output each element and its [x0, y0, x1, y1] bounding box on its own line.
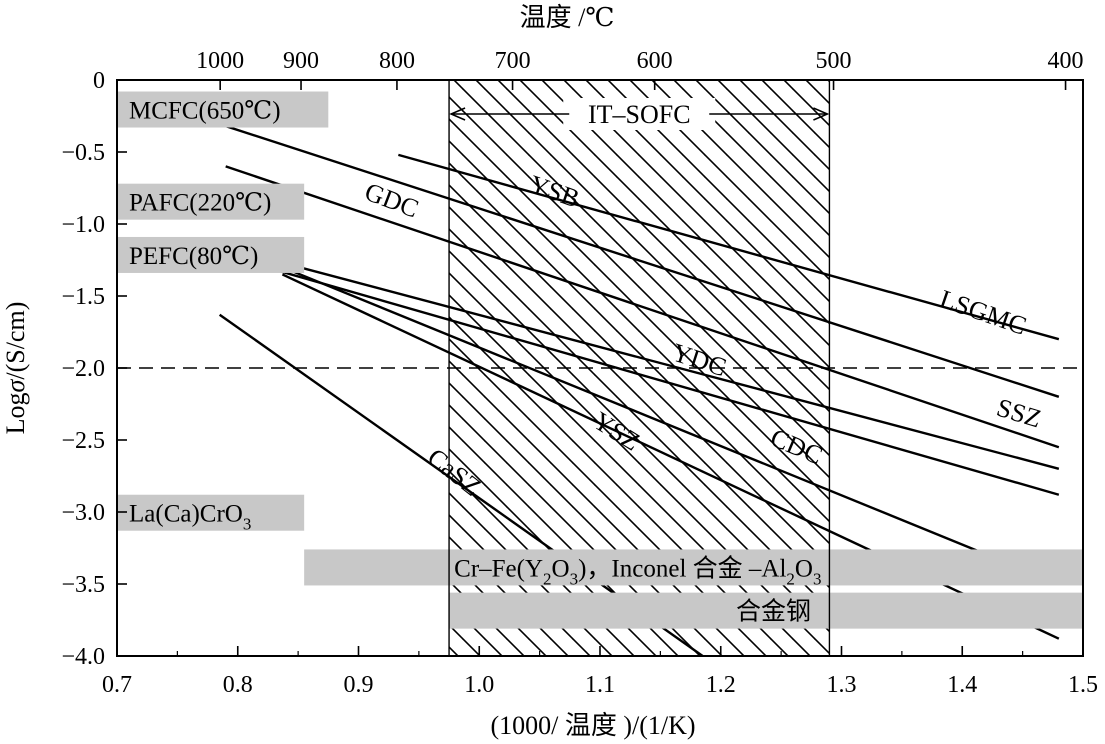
y-axis-title-suffix: /(S/cm) — [1, 302, 30, 380]
fuel-cell-bands: MCFC(650℃)PAFC(220℃)PEFC(80℃)La(Ca)CrO3C… — [117, 91, 1084, 629]
top-tick-label: 500 — [816, 48, 852, 74]
y-tick-label: 0 — [93, 68, 105, 94]
y-tick-label: −4.0 — [61, 644, 105, 670]
band-rect — [117, 91, 329, 128]
it-sofc-arrowhead-right — [813, 107, 830, 121]
band-label-subscript: 3 — [243, 515, 252, 534]
y-tick-label: −3.0 — [61, 500, 105, 526]
band-label-subscript: 3 — [813, 569, 822, 588]
y-axis-title-prefix: Log — [1, 392, 30, 434]
x-tick-label: 1.0 — [464, 672, 494, 698]
y-axis-title-symbol: σ — [1, 378, 30, 392]
band-rect — [304, 549, 1084, 586]
band-label-subscript: 3 — [570, 569, 579, 588]
band-label-text: Cr–Fe(Y — [454, 555, 543, 582]
series-label-gdc: GDC — [361, 177, 423, 224]
x-axis-title: (1000/ 温度 )/(1/K) — [490, 711, 695, 740]
band-label-text: )，Inconel 合金 –Al — [578, 554, 786, 582]
y-axis-ticks: 0 −0.5 −1.0 −1.5 −2.0 −2.5 −3.0 −3.5 −4.0 — [61, 68, 127, 670]
series-line-ysb — [225, 124, 1060, 398]
band-label-text: PAFC(220℃) — [129, 190, 271, 217]
top-tick-label: 1000 — [196, 48, 244, 74]
x-tick-label: 1.2 — [706, 672, 736, 698]
band-label-text: O — [795, 555, 813, 582]
it-sofc-arrowhead-left — [449, 107, 466, 121]
band-label: Cr–Fe(Y2O3)，Inconel 合金 –Al2O3 — [454, 554, 821, 588]
band-label-subscript: 2 — [543, 569, 552, 588]
top-axis-title: 温度 /℃ — [520, 3, 615, 32]
top-tick-label: 900 — [283, 48, 319, 74]
y-tick-label: −2.5 — [61, 428, 105, 454]
y-tick-label: −2.0 — [61, 356, 105, 382]
x-tick-label: 0.7 — [102, 672, 132, 698]
band-rect — [117, 494, 305, 531]
series-line-ssz — [255, 254, 1060, 470]
top-tick-label: 400 — [1048, 48, 1084, 74]
series-line-cdc — [281, 266, 1060, 586]
band-label: La(Ca)CrO3 — [129, 501, 251, 534]
top-tick-label: 800 — [379, 48, 415, 74]
band-label-text: O — [552, 555, 570, 582]
x-tick-label: 1.3 — [827, 672, 857, 698]
x-axis-ticks: 0.7 0.8 0.9 1.0 1.1 1.2 1.3 1.4 1.5 — [102, 646, 1098, 698]
y-axis-title: Logσ/(S/cm) — [1, 302, 30, 435]
band-label: PEFC(80℃) — [129, 243, 258, 270]
y-tick-label: −3.5 — [61, 572, 105, 598]
x-tick-label: 0.8 — [223, 672, 253, 698]
band-rect — [117, 183, 305, 220]
series-line-lsgmc — [398, 153, 1060, 341]
band-label: 合金钢 — [736, 598, 811, 626]
x-tick-label: 1.1 — [585, 672, 615, 698]
band-label: PAFC(220℃) — [129, 190, 271, 217]
top-tick-label: 700 — [495, 48, 531, 74]
series-line-ydc — [255, 263, 1060, 496]
y-tick-label: −0.5 — [61, 140, 105, 166]
x-tick-label: 1.4 — [947, 672, 977, 698]
it-sofc-arrow: IT–SOFC — [448, 80, 831, 656]
it-sofc-region-label-bg — [563, 98, 716, 130]
band-label: MCFC(650℃) — [129, 98, 281, 125]
band-rect — [117, 236, 305, 273]
band-label-text: MCFC(650℃) — [129, 98, 281, 125]
band-label-text: La(Ca)CrO — [129, 501, 243, 528]
y-tick-label: −1.5 — [61, 284, 105, 310]
x-tick-label: 0.9 — [344, 672, 374, 698]
series-line-gdc — [225, 165, 1060, 449]
top-tick-label: 600 — [637, 48, 673, 74]
band-rect — [449, 592, 1083, 629]
x-tick-label: 1.5 — [1068, 672, 1098, 698]
band-label-text: PEFC(80℃) — [129, 243, 258, 270]
series-lines — [218, 124, 1060, 656]
band-label-subscript: 2 — [786, 569, 795, 588]
series-label-lsgmc: LSGMC — [936, 284, 1030, 341]
it-sofc-label: IT–SOFC — [588, 100, 691, 129]
band-label-text: 合金钢 — [736, 598, 811, 626]
y-tick-label: −1.0 — [61, 212, 105, 238]
